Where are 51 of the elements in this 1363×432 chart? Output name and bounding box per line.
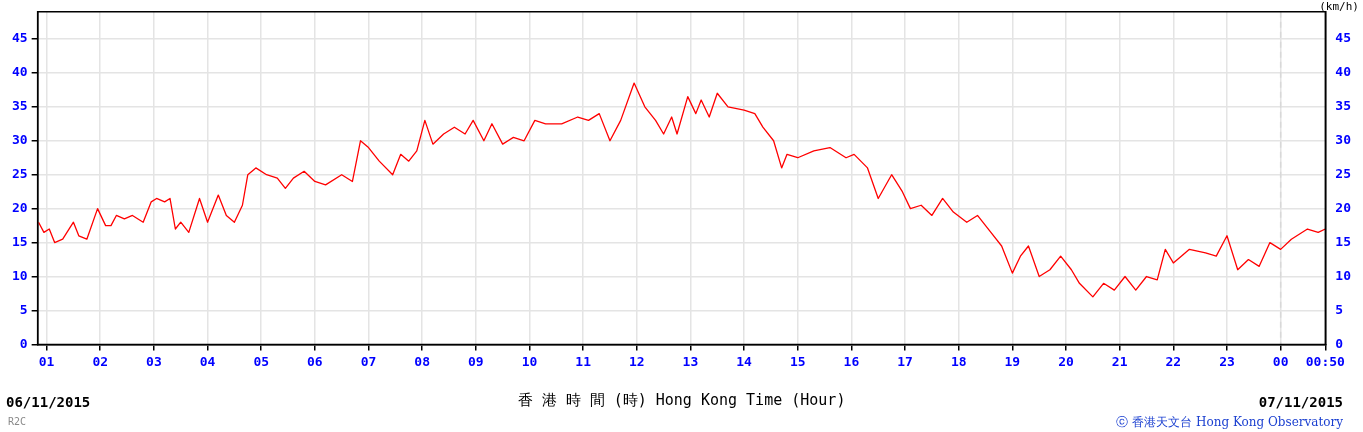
y2-tick-label: 5: [1335, 301, 1344, 317]
x-axis-title: 香 港 時 間 (時) Hong Kong Time (Hour): [517, 391, 846, 409]
y2-tick-label: 45: [1335, 30, 1351, 46]
x-tick-label: 10: [521, 353, 538, 369]
y-tick-label: 5: [19, 301, 28, 317]
y2-tick-label: 20: [1335, 200, 1352, 216]
y-tick-label: 20: [12, 200, 28, 216]
y-tick-label: 35: [12, 98, 28, 114]
y2-tick-label: 0: [1335, 335, 1344, 351]
text: 06/11/2015: [6, 394, 91, 410]
x-tick-label: 04: [199, 353, 216, 369]
x-tick-label: 21: [1111, 353, 1128, 369]
x-tick-label: 09: [468, 353, 484, 369]
x-tick-label: 08: [414, 353, 431, 369]
y-tick-label: 0: [19, 335, 28, 351]
x-tick-label: 17: [897, 353, 913, 369]
x-tick-label: 16: [843, 353, 860, 369]
y2-axis-title: (km/h): [1319, 0, 1359, 13]
x-tick-label: 23: [1219, 353, 1235, 369]
x-tick-label: 00:50: [1305, 353, 1346, 369]
x-tick-label: 22: [1165, 353, 1182, 369]
x-tick-label: 05: [253, 353, 270, 369]
x-tick-label: 12: [628, 353, 645, 369]
y-tick-label: 15: [12, 233, 28, 249]
x-tick-label: 11: [575, 353, 592, 369]
x-tick-label: 20: [1058, 353, 1075, 369]
x-tick-label: 19: [1004, 353, 1021, 369]
y-tick-label: 25: [12, 166, 28, 182]
y-tick-label: 30: [12, 132, 28, 148]
y2-tick-label: 35: [1335, 98, 1351, 114]
y-tick-label: 40: [12, 64, 28, 80]
x-tick-label: 03: [146, 353, 162, 369]
y2-tick-label: 30: [1335, 132, 1352, 148]
x-tick-label: 18: [950, 353, 967, 369]
x-tick-label: 06: [307, 353, 323, 369]
y2-tick-label: 40: [1335, 64, 1352, 80]
text: R2C: [8, 416, 27, 427]
text: 07/11/2015: [1258, 394, 1343, 410]
x-tick-label: 07: [360, 353, 377, 369]
y-tick-label: 10: [12, 267, 28, 283]
y-tick-label: 45: [12, 30, 28, 46]
x-tick-label: 00: [1272, 353, 1289, 369]
y2-tick-label: 25: [1335, 166, 1351, 182]
text: ⓒ 香港天文台 Hong Kong Observatory: [1116, 414, 1343, 431]
x-tick-label: 15: [789, 353, 806, 369]
y2-tick-label: 10: [1335, 267, 1352, 283]
x-tick-label: 01: [38, 353, 55, 369]
x-tick-label: 02: [92, 353, 109, 369]
y2-tick-label: 15: [1335, 233, 1351, 249]
x-tick-label: 14: [736, 353, 753, 369]
x-tick-label: 13: [682, 353, 699, 369]
